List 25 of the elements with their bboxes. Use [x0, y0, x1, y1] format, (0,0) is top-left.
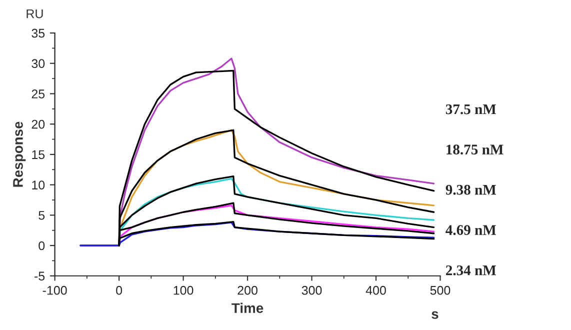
x-tick-label: 400	[366, 286, 386, 295]
x-tick-label: -100	[42, 286, 67, 295]
text: RU	[26, 9, 43, 18]
y-tick-label: 25	[32, 90, 45, 98]
text: 9.38 nM	[446, 184, 496, 195]
text: 4.69 nM	[446, 225, 496, 236]
x-axis-title: Time	[232, 302, 264, 314]
text: s	[432, 311, 438, 319]
y-tick-label: 30	[32, 59, 45, 68]
y-tick-label: 10	[32, 180, 45, 190]
y-tick-label: -5	[34, 272, 45, 281]
x-tick-label: 200	[238, 286, 258, 295]
text: 2.34 nM	[446, 265, 496, 276]
y-tick-label: 15	[32, 150, 45, 160]
y-tick-label: 5	[38, 211, 45, 220]
x-tick-label: 100	[174, 286, 194, 295]
x-tick-label: 0	[116, 286, 122, 295]
x-tick-label: 500	[430, 286, 450, 295]
text: 18.75 nM	[446, 144, 504, 155]
text: 37.5 nM	[446, 104, 496, 114]
y-tick-label: 0	[38, 241, 45, 250]
x-tick-label: 300	[302, 286, 322, 295]
y-tick-label: 35	[32, 28, 45, 38]
y-axis-title: Response	[13, 122, 26, 187]
y-tick-label: 20	[32, 120, 45, 129]
